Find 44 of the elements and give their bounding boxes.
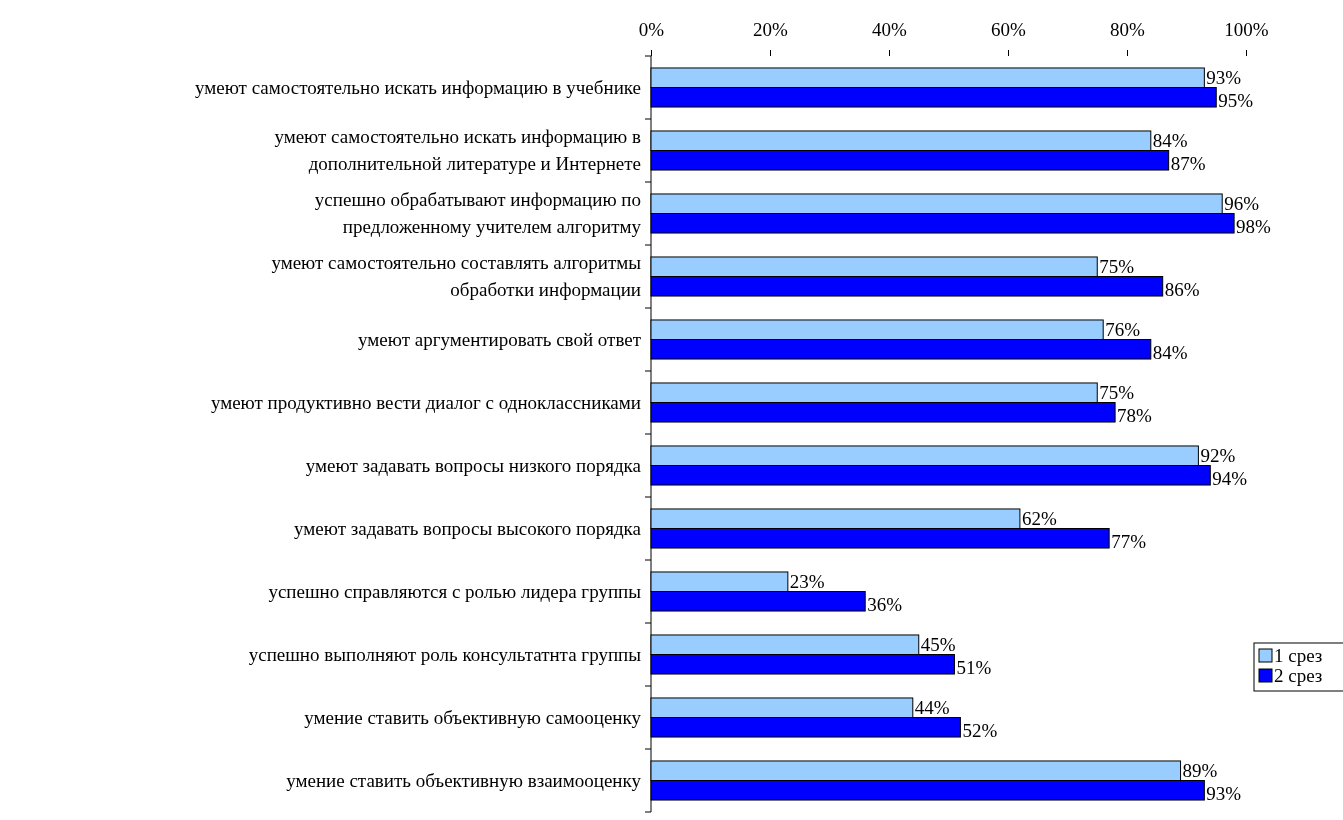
data-label: 62% [1021,507,1057,529]
data-label: 44% [914,696,950,718]
data-label: 84% [1152,129,1188,151]
data-label: 75% [1099,381,1135,403]
data-label: 95% [1218,90,1254,112]
x-tick-label: 60% [991,18,1027,40]
y-tick-label: умеют самостоятельно искать информацию в учебнике [194,76,641,98]
data-label: 93% [1206,66,1242,88]
x-tick-label: 0% [638,18,665,40]
legend-label: 2 срез [1274,665,1323,686]
data-label: 94% [1212,468,1248,490]
data-label: 51% [956,657,992,679]
y-tick-label: умение ставить объективную самооценку [304,706,642,728]
data-label: 76% [1105,318,1141,340]
data-label: 93% [1206,783,1242,805]
y-tick-label: умеют продуктивно вести диалог с одноклассниками [210,391,641,413]
x-tick-label: 20% [753,18,789,40]
data-label: 86% [1164,279,1200,301]
data-label: 89% [1182,759,1218,781]
x-tick-label: 40% [872,18,908,40]
y-tick-label: умение ставить объективную взаимооценку [286,769,642,791]
data-label: 52% [962,720,998,742]
data-label: 87% [1170,153,1206,175]
data-label: 77% [1111,531,1147,553]
data-label: 75% [1099,255,1135,277]
data-label: 92% [1200,444,1236,466]
data-label: 23% [789,570,825,592]
data-label: 78% [1117,405,1153,427]
data-label: 96% [1224,192,1260,214]
x-tick-label: 100% [1224,18,1269,40]
legend-label: 1 срез [1274,645,1323,666]
y-tick-label: умеют задавать вопросы высокого порядка [293,517,642,539]
data-label: 98% [1236,216,1272,238]
data-label: 36% [867,594,903,616]
y-tick-label: успешно обрабатывают информацию по предложенному учителем алгоритму [314,189,642,237]
y-tick-label: успешно выполняют роль консультатнта группы [248,643,642,665]
y-tick-label: умеют задавать вопросы низкого порядка [305,454,642,476]
y-tick-label: успешно справляются с ролью лидера группы [268,580,642,602]
y-tick-label: умеют самостоятельно составлять алгоритмы обработки информации [271,252,642,300]
y-tick-label: умеют самостоятельно искать информацию в дополнительной литературе и Интернете [274,126,642,174]
data-label: 84% [1152,342,1188,364]
y-tick-label: умеют аргументировать свой ответ [358,328,642,350]
data-label: 45% [920,633,956,655]
x-tick-label: 80% [1110,18,1146,40]
